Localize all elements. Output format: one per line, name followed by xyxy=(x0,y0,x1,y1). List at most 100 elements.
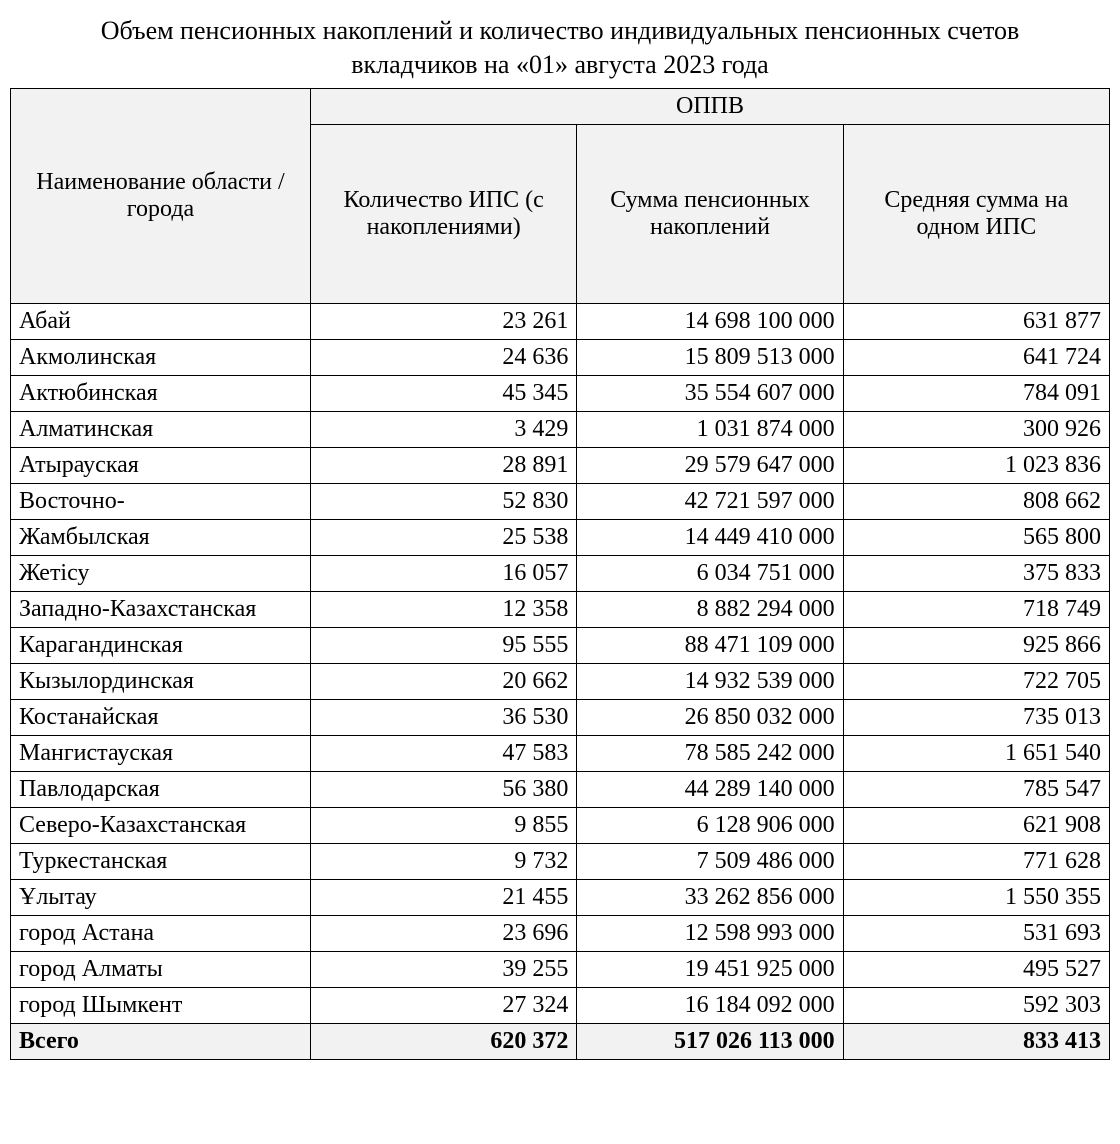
cell-c2: 78 585 242 000 xyxy=(577,735,843,771)
header-col2: Сумма пенсионных накоплений xyxy=(577,124,843,303)
cell-region: Мангистауская xyxy=(11,735,311,771)
cell-c3: 1 550 355 xyxy=(843,879,1109,915)
cell-region: город Алматы xyxy=(11,951,311,987)
cell-c1: 52 830 xyxy=(311,483,577,519)
cell-total-c2: 517 026 113 000 xyxy=(577,1023,843,1059)
cell-c3: 565 800 xyxy=(843,519,1109,555)
cell-region: Абай xyxy=(11,303,311,339)
table-row: Западно-Казахстанская12 3588 882 294 000… xyxy=(11,591,1110,627)
cell-c3: 722 705 xyxy=(843,663,1109,699)
table-row: Ұлытау21 45533 262 856 0001 550 355 xyxy=(11,879,1110,915)
cell-c2: 26 850 032 000 xyxy=(577,699,843,735)
cell-c1: 20 662 xyxy=(311,663,577,699)
cell-c1: 23 696 xyxy=(311,915,577,951)
cell-region: Северо-Казахстанская xyxy=(11,807,311,843)
cell-c1: 9 732 xyxy=(311,843,577,879)
cell-region: Карагандинская xyxy=(11,627,311,663)
cell-region: город Шымкент xyxy=(11,987,311,1023)
cell-region: Акмолинская xyxy=(11,339,311,375)
cell-c1: 95 555 xyxy=(311,627,577,663)
cell-c1: 27 324 xyxy=(311,987,577,1023)
cell-c1: 23 261 xyxy=(311,303,577,339)
header-col1: Количество ИПС (с накоплениями) xyxy=(311,124,577,303)
cell-c3: 771 628 xyxy=(843,843,1109,879)
cell-region: Туркестанская xyxy=(11,843,311,879)
table-total-row: Всего620 372517 026 113 000833 413 xyxy=(11,1023,1110,1059)
cell-c3: 1 023 836 xyxy=(843,447,1109,483)
cell-total-c1: 620 372 xyxy=(311,1023,577,1059)
cell-c1: 25 538 xyxy=(311,519,577,555)
cell-c3: 621 908 xyxy=(843,807,1109,843)
table-row: Жамбылская25 53814 449 410 000565 800 xyxy=(11,519,1110,555)
title-line-1: Объем пенсионных накоплений и количество… xyxy=(101,16,1019,45)
cell-c2: 8 882 294 000 xyxy=(577,591,843,627)
table-row: Павлодарская56 38044 289 140 000785 547 xyxy=(11,771,1110,807)
cell-c1: 39 255 xyxy=(311,951,577,987)
cell-region: Костанайская xyxy=(11,699,311,735)
cell-c2: 14 932 539 000 xyxy=(577,663,843,699)
table-row: Восточно-52 83042 721 597 000808 662 xyxy=(11,483,1110,519)
title-line-2: вкладчиков на «01» августа 2023 года xyxy=(351,50,768,79)
table-row: Алматинская3 4291 031 874 000300 926 xyxy=(11,411,1110,447)
table-row: Карагандинская95 55588 471 109 000925 86… xyxy=(11,627,1110,663)
cell-region: Алматинская xyxy=(11,411,311,447)
cell-c2: 44 289 140 000 xyxy=(577,771,843,807)
cell-c3: 1 651 540 xyxy=(843,735,1109,771)
cell-region: Ұлытау xyxy=(11,879,311,915)
cell-c2: 14 449 410 000 xyxy=(577,519,843,555)
table-row: Кызылординская20 66214 932 539 000722 70… xyxy=(11,663,1110,699)
table-row: Абай23 26114 698 100 000631 877 xyxy=(11,303,1110,339)
cell-c1: 28 891 xyxy=(311,447,577,483)
cell-c2: 6 034 751 000 xyxy=(577,555,843,591)
cell-region: Кызылординская xyxy=(11,663,311,699)
cell-c2: 15 809 513 000 xyxy=(577,339,843,375)
cell-c1: 3 429 xyxy=(311,411,577,447)
cell-c3: 592 303 xyxy=(843,987,1109,1023)
cell-c2: 42 721 597 000 xyxy=(577,483,843,519)
table-row: Северо-Казахстанская9 8556 128 906 00062… xyxy=(11,807,1110,843)
cell-total-c3: 833 413 xyxy=(843,1023,1109,1059)
table-row: Акмолинская24 63615 809 513 000641 724 xyxy=(11,339,1110,375)
cell-c1: 9 855 xyxy=(311,807,577,843)
cell-c3: 808 662 xyxy=(843,483,1109,519)
cell-c1: 12 358 xyxy=(311,591,577,627)
header-col3: Средняя сумма на одном ИПС xyxy=(843,124,1109,303)
cell-c2: 1 031 874 000 xyxy=(577,411,843,447)
cell-c1: 47 583 xyxy=(311,735,577,771)
cell-c3: 784 091 xyxy=(843,375,1109,411)
cell-c2: 19 451 925 000 xyxy=(577,951,843,987)
pension-table: Наименование области /города ОППВ Количе… xyxy=(10,88,1110,1060)
cell-c3: 375 833 xyxy=(843,555,1109,591)
cell-c2: 6 128 906 000 xyxy=(577,807,843,843)
cell-total-label: Всего xyxy=(11,1023,311,1059)
cell-region: Павлодарская xyxy=(11,771,311,807)
cell-c3: 531 693 xyxy=(843,915,1109,951)
header-group: ОППВ xyxy=(311,88,1110,124)
table-row: Мангистауская47 58378 585 242 0001 651 5… xyxy=(11,735,1110,771)
cell-c1: 21 455 xyxy=(311,879,577,915)
table-row: Костанайская36 53026 850 032 000735 013 xyxy=(11,699,1110,735)
cell-c3: 641 724 xyxy=(843,339,1109,375)
cell-c2: 35 554 607 000 xyxy=(577,375,843,411)
cell-c2: 88 471 109 000 xyxy=(577,627,843,663)
cell-region: Актюбинская xyxy=(11,375,311,411)
header-region: Наименование области /города xyxy=(11,88,311,303)
cell-c2: 12 598 993 000 xyxy=(577,915,843,951)
cell-c3: 631 877 xyxy=(843,303,1109,339)
cell-region: Жетісу xyxy=(11,555,311,591)
cell-c3: 495 527 xyxy=(843,951,1109,987)
cell-c3: 925 866 xyxy=(843,627,1109,663)
cell-c3: 300 926 xyxy=(843,411,1109,447)
table-row: Актюбинская45 34535 554 607 000784 091 xyxy=(11,375,1110,411)
table-row: город Астана23 69612 598 993 000531 693 xyxy=(11,915,1110,951)
cell-region: город Астана xyxy=(11,915,311,951)
cell-region: Западно-Казахстанская xyxy=(11,591,311,627)
cell-c1: 16 057 xyxy=(311,555,577,591)
table-row: город Шымкент27 32416 184 092 000592 303 xyxy=(11,987,1110,1023)
table-row: город Алматы39 25519 451 925 000495 527 xyxy=(11,951,1110,987)
table-row: Атырауская28 89129 579 647 0001 023 836 xyxy=(11,447,1110,483)
cell-region: Атырауская xyxy=(11,447,311,483)
cell-c2: 14 698 100 000 xyxy=(577,303,843,339)
page-title: Объем пенсионных накоплений и количество… xyxy=(10,14,1110,82)
cell-c2: 33 262 856 000 xyxy=(577,879,843,915)
